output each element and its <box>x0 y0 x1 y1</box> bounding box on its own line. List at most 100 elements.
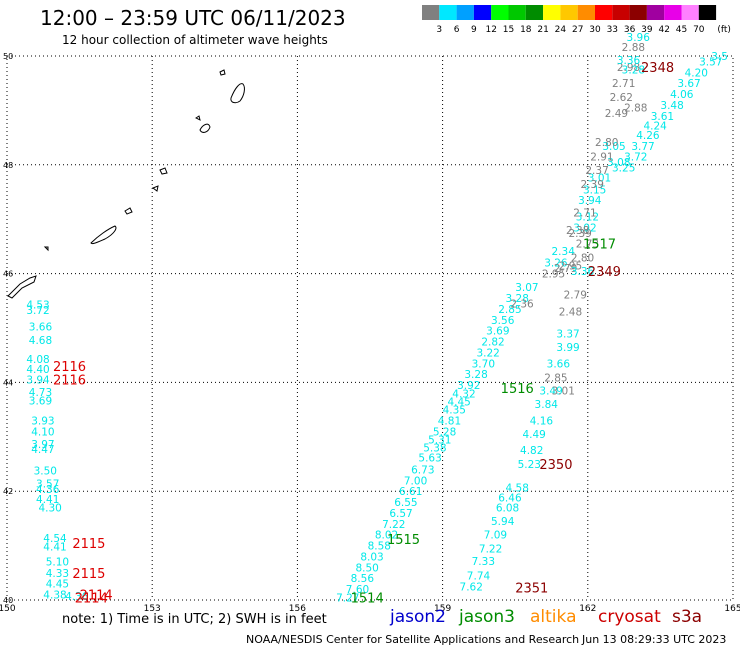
mission-jason3: jason3 <box>459 607 515 627</box>
pass-time-label: 2116 <box>53 374 86 389</box>
color-scale-label: 15 <box>503 25 514 35</box>
wave-height-value: 3.84 <box>535 399 559 411</box>
wave-height-value: 2.91 <box>590 152 613 164</box>
mission-s3a: s3a <box>672 607 703 627</box>
wave-height-value: 2.79 <box>564 289 587 301</box>
wave-height-value: 3.96 <box>627 32 651 44</box>
wave-height-value: 7.74 <box>467 571 491 583</box>
wave-height-value: 4.47 <box>31 444 54 456</box>
wave-height-value: 3.66 <box>547 358 571 370</box>
wave-height-value: 2.95 <box>542 269 565 281</box>
wave-height-value: 3.28 <box>506 293 529 305</box>
wave-height-value: 4.49 <box>522 429 545 441</box>
wave-height-value: 3.93 <box>31 415 54 427</box>
island-outline <box>7 275 37 299</box>
wave-height-value: 3.72 <box>624 152 647 164</box>
wave-height-value: 6.73 <box>411 464 434 476</box>
wave-height-value: 2.49 <box>605 108 628 120</box>
color-swatch <box>612 5 630 20</box>
wave-height-value: 3.69 <box>486 326 509 338</box>
wave-height-value: 8.56 <box>351 573 375 585</box>
wave-height-value: 3.36 <box>617 55 641 67</box>
color-swatch <box>681 5 699 20</box>
wave-height-value: 2.62 <box>610 92 633 104</box>
wave-height-value: 4.36 <box>36 484 60 496</box>
footer-note: note: 1) Time is in UTC; 2) SWH is in fe… <box>62 612 327 627</box>
axis-tick-labels: 150 153 156 159 162 165 40 42 44 46 48 50 <box>0 52 740 614</box>
wave-height-value: 3.94 <box>26 375 50 387</box>
pass-time-label: 2351 <box>515 581 548 596</box>
wave-height-value: 2.85 <box>544 373 567 385</box>
wave-height-value: 2.88 <box>622 42 645 54</box>
wave-height-value: 4.20 <box>685 67 708 79</box>
wave-height-value: 3.66 <box>29 321 53 333</box>
wave-height-value: 3.26 <box>544 258 568 270</box>
color-swatch <box>646 5 665 20</box>
color-scale-label: 45 <box>676 25 687 35</box>
wave-height-value: 4.35 <box>443 405 466 417</box>
pass-time-label: 2115 <box>72 537 105 552</box>
wave-height-value: 4.10 <box>31 426 54 438</box>
wave-height-value: 4.41 <box>36 494 59 506</box>
wave-height-value: 8.50 <box>355 562 378 574</box>
wave-height-value: 3.05 <box>602 141 625 153</box>
wave-height-value: 3.28 <box>622 65 645 77</box>
wave-height-value: 4.16 <box>530 415 554 427</box>
wave-height-value: 4.45 <box>46 579 69 591</box>
wave-height-value: 3.77 <box>631 141 654 153</box>
x-tick-label: 165 <box>724 604 740 614</box>
pass-time-label: 1515 <box>387 533 420 548</box>
wave-height-value: 3.07 <box>515 282 538 294</box>
wave-height-value: 4.36 <box>65 591 89 603</box>
wave-height-value: 4.33 <box>46 568 69 580</box>
wave-height-value: 5.94 <box>491 516 515 528</box>
wave-height-value: 2.39 <box>568 228 591 240</box>
color-swatch <box>577 5 595 20</box>
wave-height-value: 2.71 <box>612 78 635 90</box>
wave-height-value: 3.99 <box>556 342 579 354</box>
color-scale-label: 24 <box>555 25 567 35</box>
wave-height-value: 5.38 <box>423 443 446 455</box>
wave-height-value: 4.24 <box>643 121 667 133</box>
wave-height-value: 2.82 <box>481 337 504 349</box>
color-scale-label: 36 <box>624 25 636 35</box>
wave-height-value: 7.60 <box>346 584 369 596</box>
wave-height-value: 4.82 <box>520 445 543 457</box>
wave-height-value: 5.31 <box>428 435 451 447</box>
pass-time-label: 2114 <box>75 591 108 606</box>
island-outline <box>195 115 201 121</box>
island-outline <box>199 123 211 133</box>
pass-time-label: 2114 <box>80 589 113 604</box>
color-scale-label: (ft) <box>717 25 731 35</box>
wave-height-value: 2.39 <box>581 179 604 191</box>
wave-height-value: 4.32 <box>452 388 475 400</box>
island-outline <box>219 69 226 76</box>
wave-height-value: 3.01 <box>552 386 575 398</box>
wave-height-value: 2.34 <box>552 246 576 258</box>
wave-height-value: 2.85 <box>498 304 521 316</box>
wave-height-value: 4.53 <box>26 300 49 312</box>
wave-height-value: 3.50 <box>34 466 57 478</box>
color-swatch <box>543 5 561 20</box>
wave-height-value: 3.22 <box>476 347 499 359</box>
wave-height-value: 3.01 <box>588 172 611 184</box>
pass-time-label: 1514 <box>351 591 384 606</box>
page-subtitle: 12 hour collection of altimeter wave hei… <box>62 33 328 47</box>
wave-height-value: 3.72 <box>26 305 49 317</box>
color-swatch <box>508 5 526 20</box>
credit-line: NOAA/NESDIS Center for Satellite Applica… <box>246 633 580 646</box>
x-tick-label: 159 <box>434 604 451 614</box>
wave-height-value: 5.23 <box>518 459 541 471</box>
wave-height-value: 4.41 <box>43 542 66 554</box>
pass-time-label: 2350 <box>539 458 572 473</box>
wave-height-value: 4.73 <box>29 387 52 399</box>
wave-height-value: 3.28 <box>464 369 487 381</box>
color-scale-label: 21 <box>537 25 548 35</box>
color-swatch <box>473 5 492 20</box>
wave-height-value: 4.08 <box>26 354 49 366</box>
wave-height-value: 3.92 <box>457 380 480 392</box>
wave-height-value: 7.27 <box>336 592 359 604</box>
wave-height-value: 4.40 <box>26 364 49 376</box>
wave-height-value: 4.81 <box>438 415 461 427</box>
